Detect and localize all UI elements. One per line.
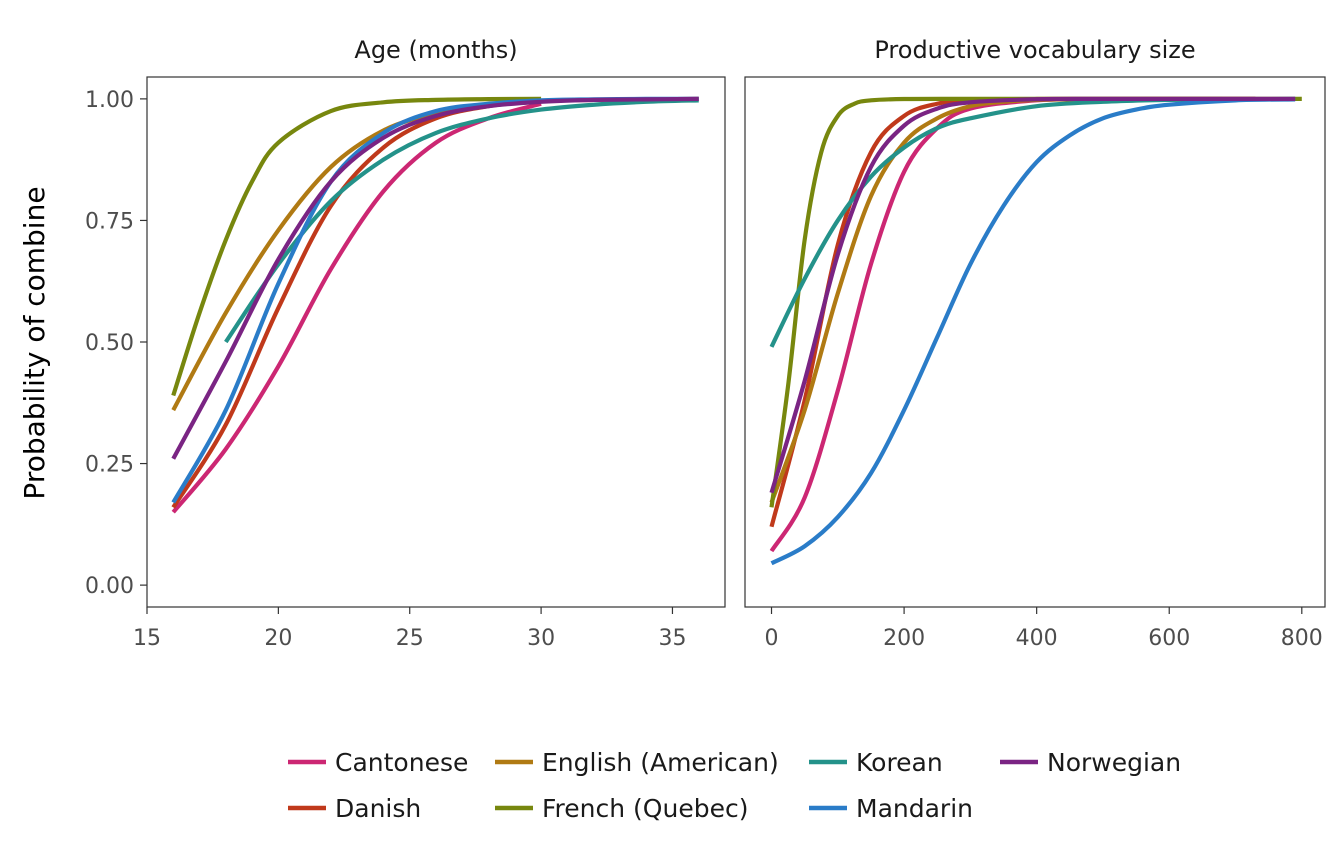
x-tick-label-right: 600: [1148, 626, 1190, 651]
series-line-cantonese-right: [769, 96, 1256, 553]
panel-right-frame: [744, 76, 1326, 608]
panel-left-series: [171, 96, 699, 514]
panel-right-title: Productive vocabulary size: [874, 36, 1195, 64]
x-tick-label-right: 400: [1016, 626, 1058, 651]
legend-label-cantonese: Cantonese: [335, 748, 468, 777]
legend-label-korean: Korean: [856, 748, 943, 777]
x-tick-label-left: 20: [264, 626, 292, 651]
series-line-norwegian-right: [769, 96, 1296, 494]
x-tick-label-right: 200: [883, 626, 925, 651]
series-line-norwegian-left: [171, 96, 699, 460]
panel-right-axes: 0 200 400 600 800: [765, 607, 1323, 651]
y-tick-label: 0.25: [85, 453, 134, 478]
x-tick-label-left: 35: [658, 626, 686, 651]
legend: Cantonese English (American) Korean Norwegi…: [288, 748, 1181, 823]
x-tick-label-left: 25: [396, 626, 424, 651]
y-axis-label: Probability of combine: [18, 186, 51, 499]
series-line-french-quebec-left: [171, 96, 542, 397]
series-line-korean-left: [224, 98, 699, 344]
x-tick-label-right: 0: [765, 626, 779, 651]
series-line-english-american-left: [171, 99, 542, 412]
panel-left-axes: 15 20 25 30 35 0.00 0.25 0.50 0.75 1.00: [85, 88, 686, 651]
legend-label-danish: Danish: [335, 794, 421, 823]
legend-label-norwegian: Norwegian: [1047, 748, 1181, 777]
x-tick-label-left: 15: [133, 626, 161, 651]
x-tick-label-left: 30: [527, 626, 555, 651]
series-line-danish-right: [769, 96, 1256, 528]
series-line-mandarin-right: [770, 97, 1296, 566]
panel-right-series: [769, 96, 1302, 566]
legend-label-french-quebec: French (Quebec): [542, 794, 748, 823]
panel-left-title: Age (months): [354, 36, 517, 64]
y-tick-label: 0.75: [85, 209, 134, 234]
x-tick-label-right: 800: [1281, 626, 1323, 651]
y-tick-label: 0.50: [85, 331, 134, 356]
y-tick-label: 0.00: [85, 574, 134, 599]
series-line-english-american-right: [769, 96, 1223, 504]
legend-label-english-american: English (American): [542, 748, 779, 777]
legend-label-mandarin: Mandarin: [856, 794, 973, 823]
y-tick-label: 1.00: [85, 88, 134, 113]
